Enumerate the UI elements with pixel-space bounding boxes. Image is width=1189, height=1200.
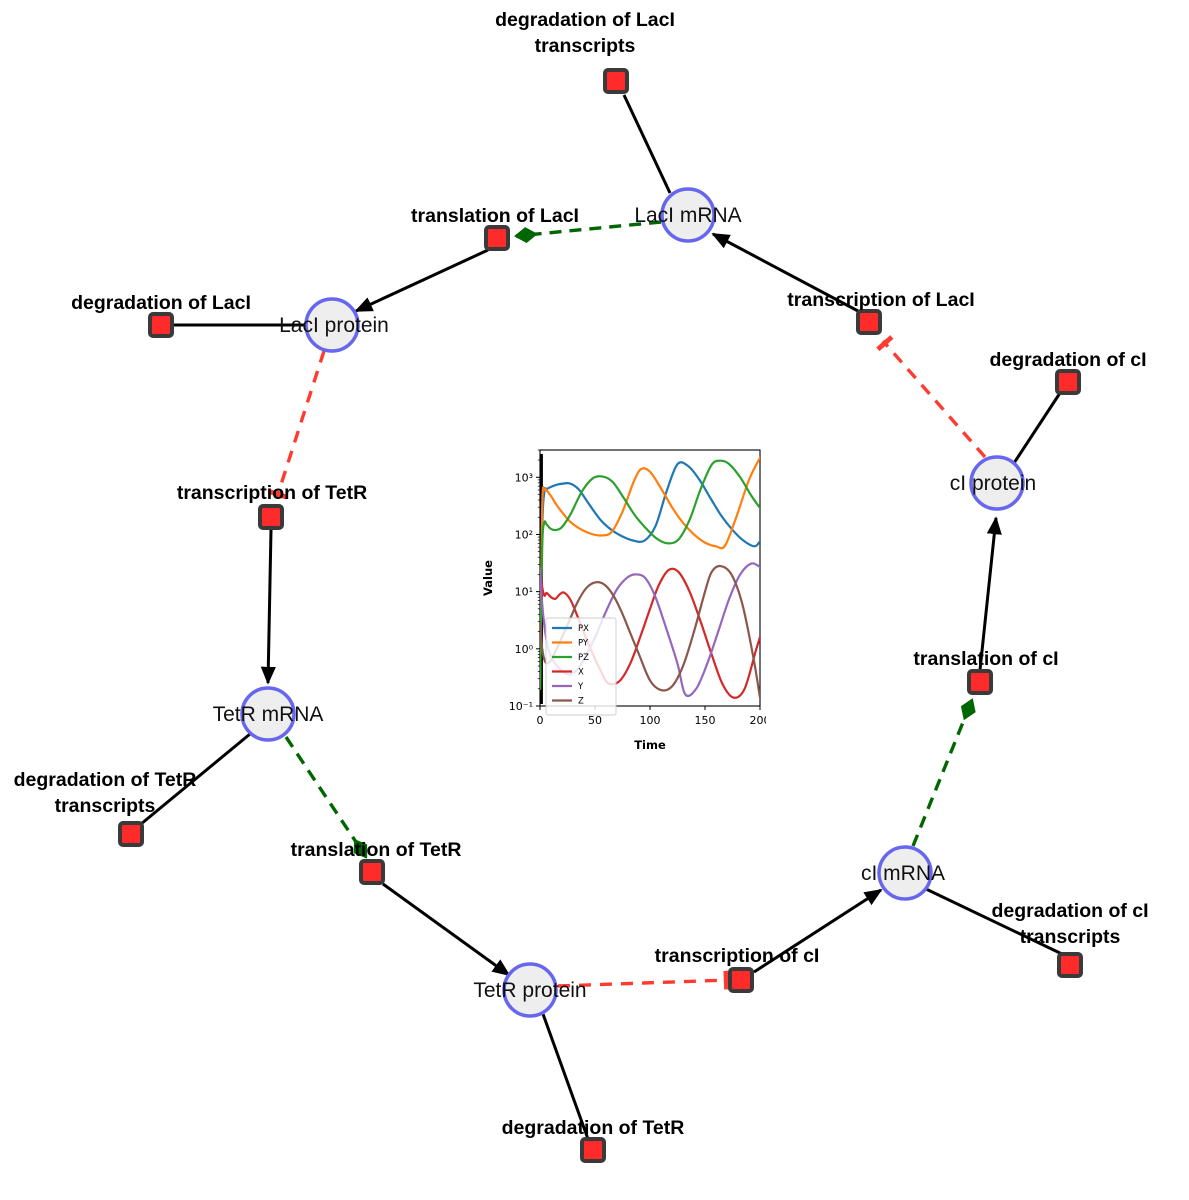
reaction-label-transcription-ci: transcription of cI	[655, 945, 820, 967]
species-label-ci-mrna: cI mRNA	[861, 862, 945, 885]
chart-ytick-label: 10²	[515, 528, 533, 541]
reaction-label-deg-tetr-transcripts-line2: transcripts	[55, 795, 156, 817]
edge-transcription-ci-to-mrna[interactable]	[753, 888, 883, 974]
edge-transcription-laci-to-mrna[interactable]	[711, 232, 859, 313]
reaction-node-deg-laci-transcripts[interactable]	[603, 68, 629, 94]
edge-layer: LacI protein --> transcription of TetR -…	[140, 94, 1063, 1140]
chart-ytick-label: 10⁰	[515, 643, 534, 656]
reaction-node-translation-laci[interactable]	[484, 225, 510, 251]
chart-xtick-label: 0	[537, 714, 544, 727]
edge-inhibition-laci-protein-transcription-tetr[interactable]	[268, 350, 326, 500]
species-node-laci-protein[interactable]	[304, 297, 360, 353]
chart-legend-label-py: PY	[578, 639, 589, 649]
species-node-ci-mrna[interactable]	[877, 845, 933, 901]
reaction-label-deg-tetr-transcripts-line1: degradation of TetR	[14, 769, 197, 791]
reaction-node-deg-ci-transcripts[interactable]	[1057, 952, 1083, 978]
chart-legend-label-y: Y	[577, 682, 584, 692]
reaction-node-deg-ci[interactable]	[1055, 369, 1081, 395]
chart-ylabel: Value	[481, 560, 495, 596]
species-label-laci-protein: LacI protein	[279, 314, 389, 337]
reaction-node-layer[interactable]	[118, 68, 1083, 1163]
reaction-label-deg-tetr: degradation of TetR	[502, 1117, 685, 1139]
chart-xtick-label: 200	[750, 714, 767, 727]
reaction-label-layer: degradation of LacI transcripts translat…	[14, 9, 1149, 1139]
chart-series-pz	[540, 459, 760, 690]
edge-catalysis-ci-mrna-translation[interactable]	[911, 698, 976, 847]
chart-ytick-label: 10⁻¹	[509, 700, 533, 713]
timeseries-inset-chart: 0 50 100 150 200 10⁻¹ 10⁰ 10¹ 10² 10³ PX PY PZ XYZ T…	[478, 444, 766, 756]
edge-translation-laci-to-protein[interactable]	[354, 248, 489, 313]
edge-catalysis-tetr-mrna-translation[interactable]	[284, 736, 368, 859]
reaction-node-transcription-ci[interactable]	[728, 967, 754, 993]
chart-series-x	[540, 567, 760, 699]
edge-catalysis-laci-mrna-translation[interactable]	[514, 220, 662, 243]
chart-series-px	[540, 461, 760, 690]
species-node-layer[interactable]	[240, 187, 1025, 1018]
reaction-node-deg-tetr[interactable]	[580, 1137, 606, 1163]
species-node-tetr-mrna[interactable]	[240, 686, 296, 742]
chart-legend-label-pz: PZ	[578, 653, 589, 663]
edge-ci-protein-to-degradation[interactable]	[1012, 392, 1062, 464]
chart-series-py	[540, 456, 760, 690]
chart-xtick-label: 100	[640, 714, 661, 727]
reaction-node-translation-ci[interactable]	[967, 669, 993, 695]
species-node-tetr-protein[interactable]	[502, 962, 558, 1018]
species-node-laci-mrna[interactable]	[660, 187, 716, 243]
edge-laci-mrna-to-degradation[interactable]	[622, 94, 672, 194]
edge-inhibition-tetr-protein-transcription-ci[interactable]	[557, 970, 730, 990]
reaction-label-deg-laci-transcripts-line2: transcripts	[535, 35, 636, 57]
reaction-label-transcription-tetr: transcription of TetR	[177, 482, 367, 504]
edge-tetr-mrna-to-degradation[interactable]	[140, 732, 251, 826]
chart-legend-label-px: PX	[578, 624, 589, 634]
chart-legend-layer: PX PY PZ XYZ	[545, 617, 617, 716]
edge-translation-tetr-to-protein[interactable]	[382, 882, 511, 977]
chart-legend-label-x: X	[578, 668, 584, 678]
chart-ytick-label: 10³	[515, 471, 533, 484]
chart-xtick-label: 150	[695, 714, 716, 727]
chart-ticks-layer: 0 50 100 150 200 10⁻¹ 10⁰ 10¹ 10² 10³	[509, 449, 767, 727]
species-node-ci-protein[interactable]	[969, 455, 1025, 511]
chart-svg: 0 50 100 150 200 10⁻¹ 10⁰ 10¹ 10² 10³ PX PY PZ XYZ T…	[481, 449, 767, 752]
edge-tetr-protein-to-degradation[interactable]	[541, 1013, 590, 1140]
reaction-label-deg-ci: degradation of cI	[989, 349, 1146, 371]
reaction-label-deg-ci-transcripts-line1: degradation of cI	[991, 900, 1148, 922]
edge-translation-ci-to-protein[interactable]	[978, 516, 1002, 671]
reaction-node-deg-laci[interactable]	[148, 312, 174, 338]
chart-ytick-label: 10¹	[515, 586, 533, 599]
edge-inhibition-ci-protein-transcription-laci[interactable]	[876, 335, 987, 459]
reaction-node-transcription-laci[interactable]	[856, 309, 882, 335]
species-label-layer: LacI mRNA LacI protein cI protein TetR m…	[213, 204, 1037, 1002]
edge-ci-mrna-to-degradation[interactable]	[925, 887, 1063, 956]
chart-series-layer	[540, 454, 760, 704]
reaction-node-translation-tetr[interactable]	[359, 859, 385, 885]
reaction-label-translation-tetr: translation of TetR	[291, 839, 462, 861]
species-label-tetr-mrna: TetR mRNA	[213, 703, 324, 726]
chart-xlabel: Time	[634, 738, 666, 752]
species-label-laci-mrna: LacI mRNA	[634, 204, 741, 227]
species-label-tetr-protein: TetR protein	[473, 979, 586, 1002]
species-label-ci-protein: cI protein	[950, 472, 1036, 495]
reaction-label-transcription-laci: transcription of LacI	[787, 289, 974, 311]
edge-transcription-tetr-to-mrna[interactable]	[260, 529, 276, 685]
reaction-node-transcription-tetr[interactable]	[258, 504, 284, 530]
reaction-label-deg-laci: degradation of LacI	[71, 292, 251, 314]
reaction-label-translation-laci: translation of LacI	[411, 205, 579, 227]
reaction-label-translation-ci: translation of cI	[913, 648, 1058, 670]
reaction-node-deg-tetr-transcripts[interactable]	[118, 821, 144, 847]
reaction-label-deg-laci-transcripts-line1: degradation of LacI	[495, 9, 675, 31]
chart-xtick-label: 50	[588, 714, 602, 727]
reaction-label-deg-ci-transcripts-line2: transcripts	[1020, 926, 1121, 948]
chart-legend-label-z: Z	[578, 697, 584, 707]
